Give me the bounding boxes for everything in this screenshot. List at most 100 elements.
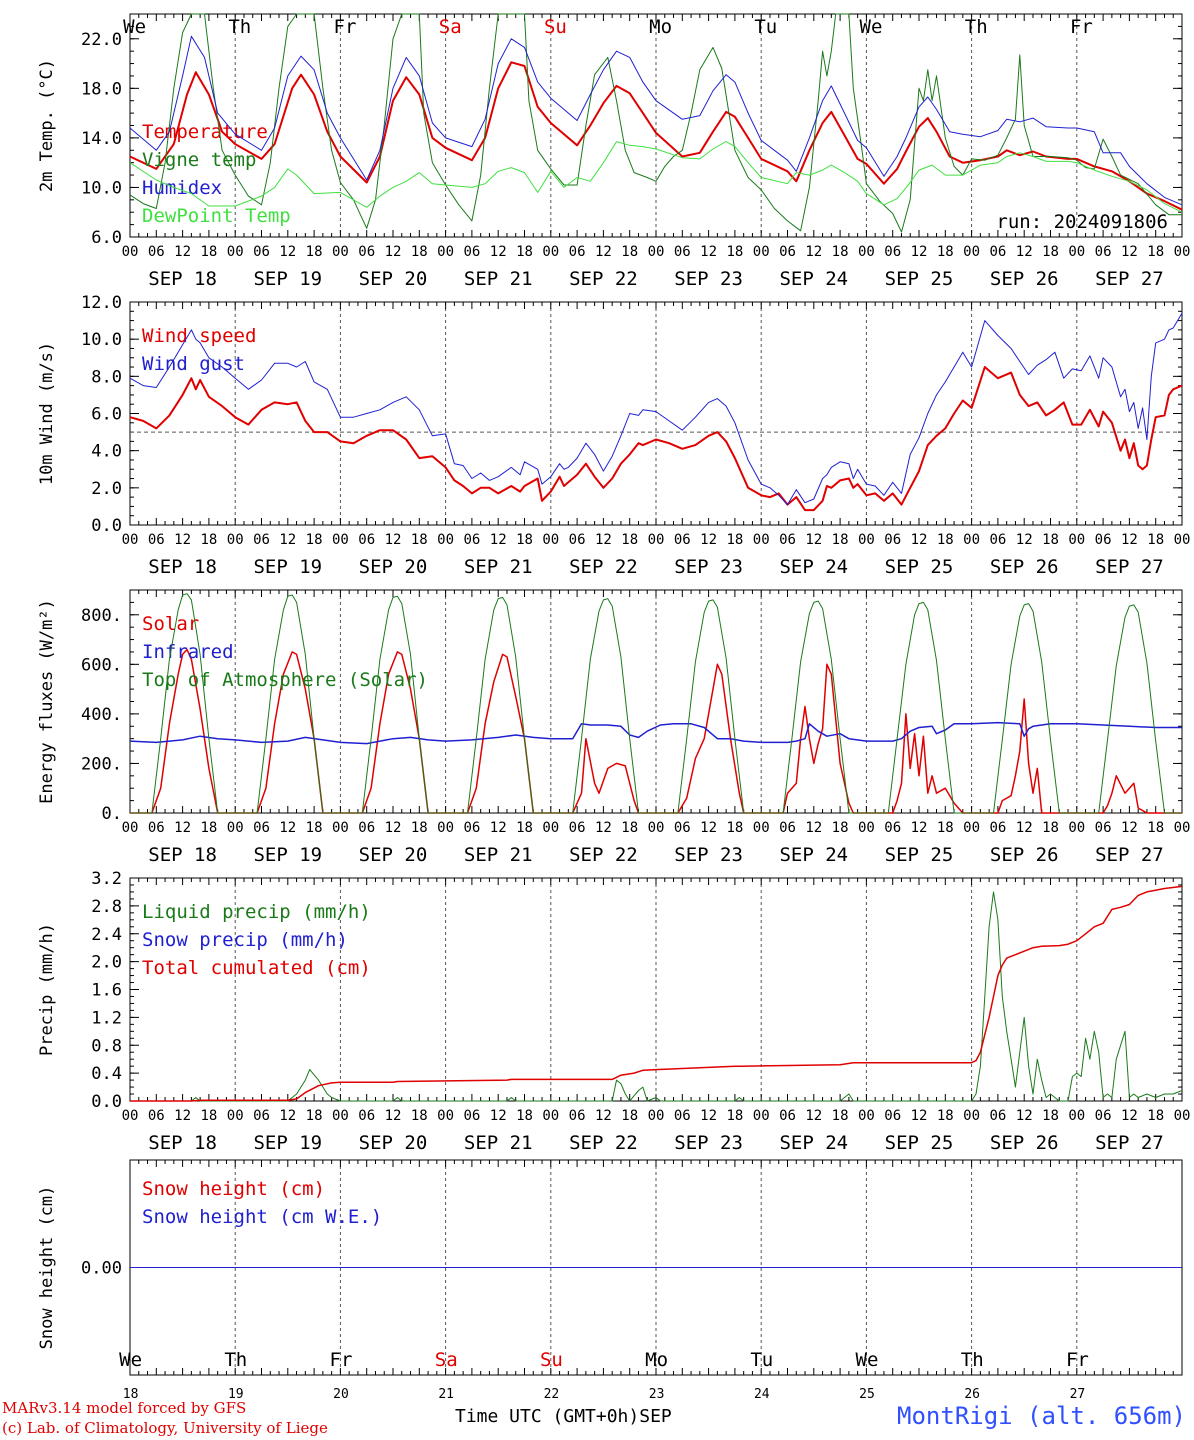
hour-tick-label: 06 [674,244,691,260]
date-label: SEP 22 [569,268,638,290]
series-line [129,61,1183,211]
hour-tick-label: 00 [1068,244,1085,260]
hour-tick-label: 12 [385,532,402,548]
hour-tick-label: 18 [200,532,217,548]
date-label: SEP 25 [885,268,954,290]
legend-entry: Snow height (cm) [142,1178,325,1200]
date-label: SEP 23 [674,1132,743,1154]
date-label: SEP 26 [990,1132,1059,1154]
date-label: SEP 18 [148,1132,217,1154]
hour-tick-label: 06 [884,244,901,260]
hour-tick-label: 12 [1016,532,1033,548]
day-number-label: 22 [544,1387,560,1402]
y-tick-label: 10.0 [81,178,122,198]
weekday-label: Fr [334,16,357,38]
hour-tick-label: 06 [1095,820,1112,836]
date-label: SEP 27 [1095,1132,1164,1154]
hour-tick-label: 12 [1121,1108,1138,1124]
weekday-label: We [860,16,883,38]
date-label: SEP 25 [885,556,954,578]
hour-tick-label: 18 [1042,1108,1059,1124]
hour-tick-label: 06 [884,820,901,836]
date-label: SEP 26 [990,556,1059,578]
weekday-label: We [856,1349,879,1371]
hour-tick-label: 18 [621,1108,638,1124]
y-tick-label: 0.0 [91,516,122,536]
legend-entry: Wind gust [142,353,245,375]
y-tick-label: 200. [81,754,122,774]
hour-tick-label: 12 [1016,820,1033,836]
hour-tick-label: 12 [174,820,191,836]
date-label: SEP 18 [148,556,217,578]
y-axis-label: Precip (mm/h) [37,923,57,1056]
hour-tick-label: 12 [595,1108,612,1124]
hour-tick-label: 18 [1147,244,1164,260]
date-label: SEP 19 [253,1132,322,1154]
hour-tick-label: 18 [726,820,743,836]
lab-credit: (c) Lab. of Climatology, University of L… [2,1419,328,1437]
y-tick-label: 6.0 [91,405,122,425]
run-label: run: 2024091806 [996,211,1168,233]
date-label: SEP 25 [885,844,954,866]
hour-tick-label: 00 [858,820,875,836]
hour-tick-label: 00 [753,244,770,260]
weekday-label: Th [965,16,988,38]
y-tick-label: 2.0 [91,953,122,973]
date-label: SEP 21 [464,1132,533,1154]
hour-tick-label: 00 [437,820,454,836]
hour-tick-label: 06 [358,532,375,548]
day-number-label: 19 [228,1387,244,1402]
hour-tick-label: 00 [1174,244,1191,260]
hour-tick-label: 06 [1095,1108,1112,1124]
hour-tick-label: 06 [148,820,165,836]
day-number-label: 26 [964,1387,980,1402]
hour-tick-label: 00 [648,1108,665,1124]
hour-tick-label: 06 [463,820,480,836]
hour-tick-label: 00 [332,1108,349,1124]
date-label: SEP 19 [253,556,322,578]
plot-frame [129,301,1183,526]
legend-entry: DewPoint Temp [142,205,291,227]
hour-tick-label: 12 [805,244,822,260]
day-number-label: 20 [333,1387,349,1402]
hour-tick-label: 00 [332,244,349,260]
weekday-label: Th [961,1349,984,1371]
legend-entry: Solar [142,613,199,635]
date-label: SEP 22 [569,1132,638,1154]
series-line [129,13,1182,233]
hour-tick-label: 12 [174,1108,191,1124]
hour-tick-label: 18 [1042,820,1059,836]
day-number-label: 23 [649,1387,665,1402]
day-number-label: 18 [123,1387,139,1402]
time-axis-title: Time UTC (GMT+0h) [455,1406,640,1427]
y-tick-label: 2.0 [91,479,122,499]
legend-entry: Total cumulated (cm) [142,957,371,979]
y-tick-label: 600. [81,655,122,675]
date-label: SEP 26 [990,268,1059,290]
hour-tick-label: 12 [490,532,507,548]
hour-tick-label: 00 [963,244,980,260]
hour-tick-label: 00 [1068,1108,1085,1124]
hour-tick-label: 18 [516,1108,533,1124]
hour-tick-label: 18 [200,820,217,836]
panel-2: 0.0 2.0 4.0 6.0 8.0 10.0 12.0 10m Wind (m/s) Win… [37,293,1190,578]
hour-tick-label: 00 [1174,820,1191,836]
y-axis-label: 2m Temp. (°C) [37,59,57,192]
hour-tick-label: 18 [516,244,533,260]
hour-tick-label: 12 [805,820,822,836]
y-tick-label: 12.0 [81,293,122,313]
hour-tick-label: 00 [227,244,244,260]
legend-entry: Liquid precip (mm/h) [142,901,371,923]
series-line [129,141,1183,213]
date-label: SEP 27 [1095,268,1164,290]
hour-tick-label: 00 [858,1108,875,1124]
hour-tick-label: 18 [306,820,323,836]
hour-tick-label: 18 [726,1108,743,1124]
model-credit: MARv3.14 model forced by GFS [2,1399,247,1417]
meteogram-panels: 6.0 10.0 14.0 18.0 22.0 2m Temp. (°C) Temperat… [37,13,1191,1402]
hour-tick-label: 12 [279,820,296,836]
hour-tick-label: 12 [490,244,507,260]
hour-tick-label: 12 [911,244,928,260]
hour-tick-label: 06 [253,820,270,836]
